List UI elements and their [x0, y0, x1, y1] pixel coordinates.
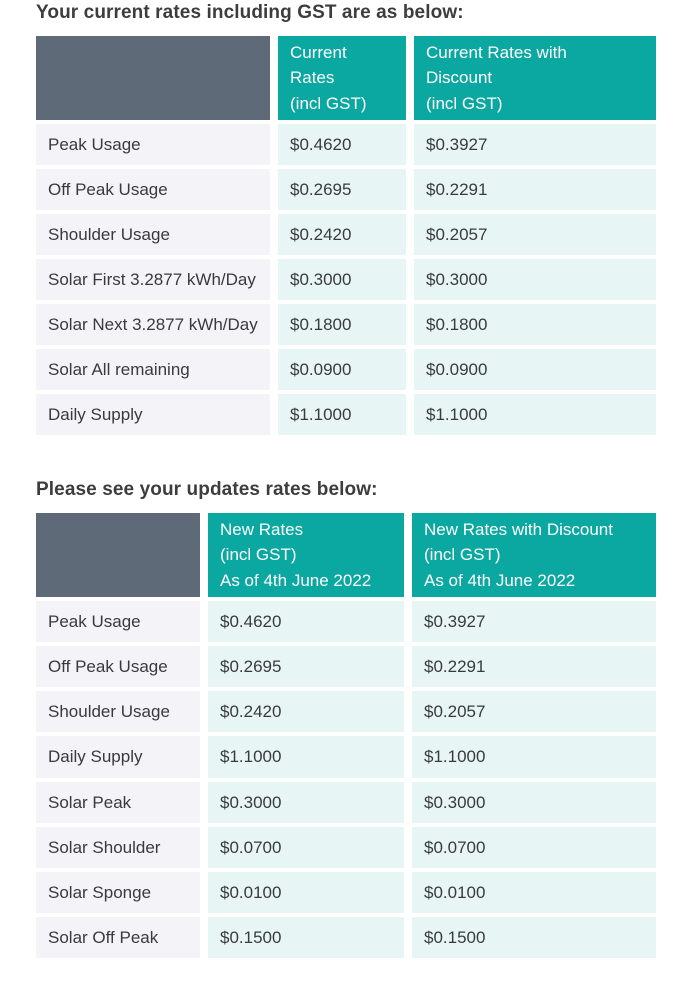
- row-label: Solar Peak: [36, 781, 200, 823]
- discount-rate-value: $0.1800: [414, 304, 656, 346]
- row-label: Solar Shoulder: [36, 826, 200, 868]
- row-label: Solar Next 3.2877 kWh/Day: [36, 304, 270, 346]
- row-label: Peak Usage: [36, 601, 200, 643]
- current-rates-discount-column-header: Current Rates with Discount (incl GST): [414, 35, 656, 120]
- current-rates-table: Current Rates (incl GST) Current Rates w…: [36, 35, 656, 436]
- new-rates-table: New Rates (incl GST) As of 4th June 2022…: [36, 513, 656, 958]
- discount-rate-value: $0.3000: [412, 781, 656, 823]
- new-rates-column-header: New Rates (incl GST) As of 4th June 2022: [208, 513, 404, 598]
- rate-value: $0.4620: [208, 601, 404, 643]
- new-rates-discount-column-header: New Rates with Discount (incl GST) As of…: [412, 513, 656, 598]
- rate-value: $0.0700: [208, 826, 404, 868]
- rate-value: $0.3000: [278, 259, 406, 301]
- discount-rate-value: $1.1000: [414, 394, 656, 436]
- rates-notice-page: Your current rates including GST are as …: [36, 2, 656, 958]
- row-label: Off Peak Usage: [36, 646, 200, 688]
- row-label: Solar Sponge: [36, 871, 200, 913]
- row-label: Solar All remaining: [36, 349, 270, 391]
- current-rates-heading: Your current rates including GST are as …: [36, 2, 464, 23]
- row-label: Shoulder Usage: [36, 214, 270, 256]
- rate-value: $0.1500: [208, 916, 404, 958]
- rate-value: $0.0100: [208, 871, 404, 913]
- current-rates-column-header: Current Rates (incl GST): [278, 35, 406, 120]
- discount-rate-value: $1.1000: [412, 736, 656, 778]
- rate-value: $0.2420: [208, 691, 404, 733]
- rate-value: $1.1000: [208, 736, 404, 778]
- row-label: Peak Usage: [36, 123, 270, 165]
- row-label: Shoulder Usage: [36, 691, 200, 733]
- discount-rate-value: $0.2291: [412, 646, 656, 688]
- discount-rate-value: $0.1500: [412, 916, 656, 958]
- discount-rate-value: $0.2291: [414, 168, 656, 210]
- rate-value: $0.2695: [208, 646, 404, 688]
- rate-value: $0.3000: [208, 781, 404, 823]
- row-label: Daily Supply: [36, 394, 270, 436]
- discount-rate-value: $0.2057: [412, 691, 656, 733]
- discount-rate-value: $0.0100: [412, 871, 656, 913]
- new-rates-heading: Please see your updates rates below:: [36, 479, 378, 501]
- rate-value: $0.0900: [278, 349, 406, 391]
- rate-value: $0.4620: [278, 123, 406, 165]
- row-label: Off Peak Usage: [36, 168, 270, 210]
- discount-rate-value: $0.0700: [412, 826, 656, 868]
- discount-rate-value: $0.3927: [414, 123, 656, 165]
- new-rates-corner-cell: [36, 513, 200, 598]
- rate-value: $1.1000: [278, 394, 406, 436]
- rate-value: $0.2695: [278, 168, 406, 210]
- discount-rate-value: $0.0900: [414, 349, 656, 391]
- discount-rate-value: $0.3927: [412, 601, 656, 643]
- discount-rate-value: $0.3000: [414, 259, 656, 301]
- row-label: Solar First 3.2877 kWh/Day: [36, 259, 270, 301]
- row-label: Daily Supply: [36, 736, 200, 778]
- current-rates-corner-cell: [36, 35, 270, 120]
- row-label: Solar Off Peak: [36, 916, 200, 958]
- rate-value: $0.2420: [278, 214, 406, 256]
- rate-value: $0.1800: [278, 304, 406, 346]
- discount-rate-value: $0.2057: [414, 214, 656, 256]
